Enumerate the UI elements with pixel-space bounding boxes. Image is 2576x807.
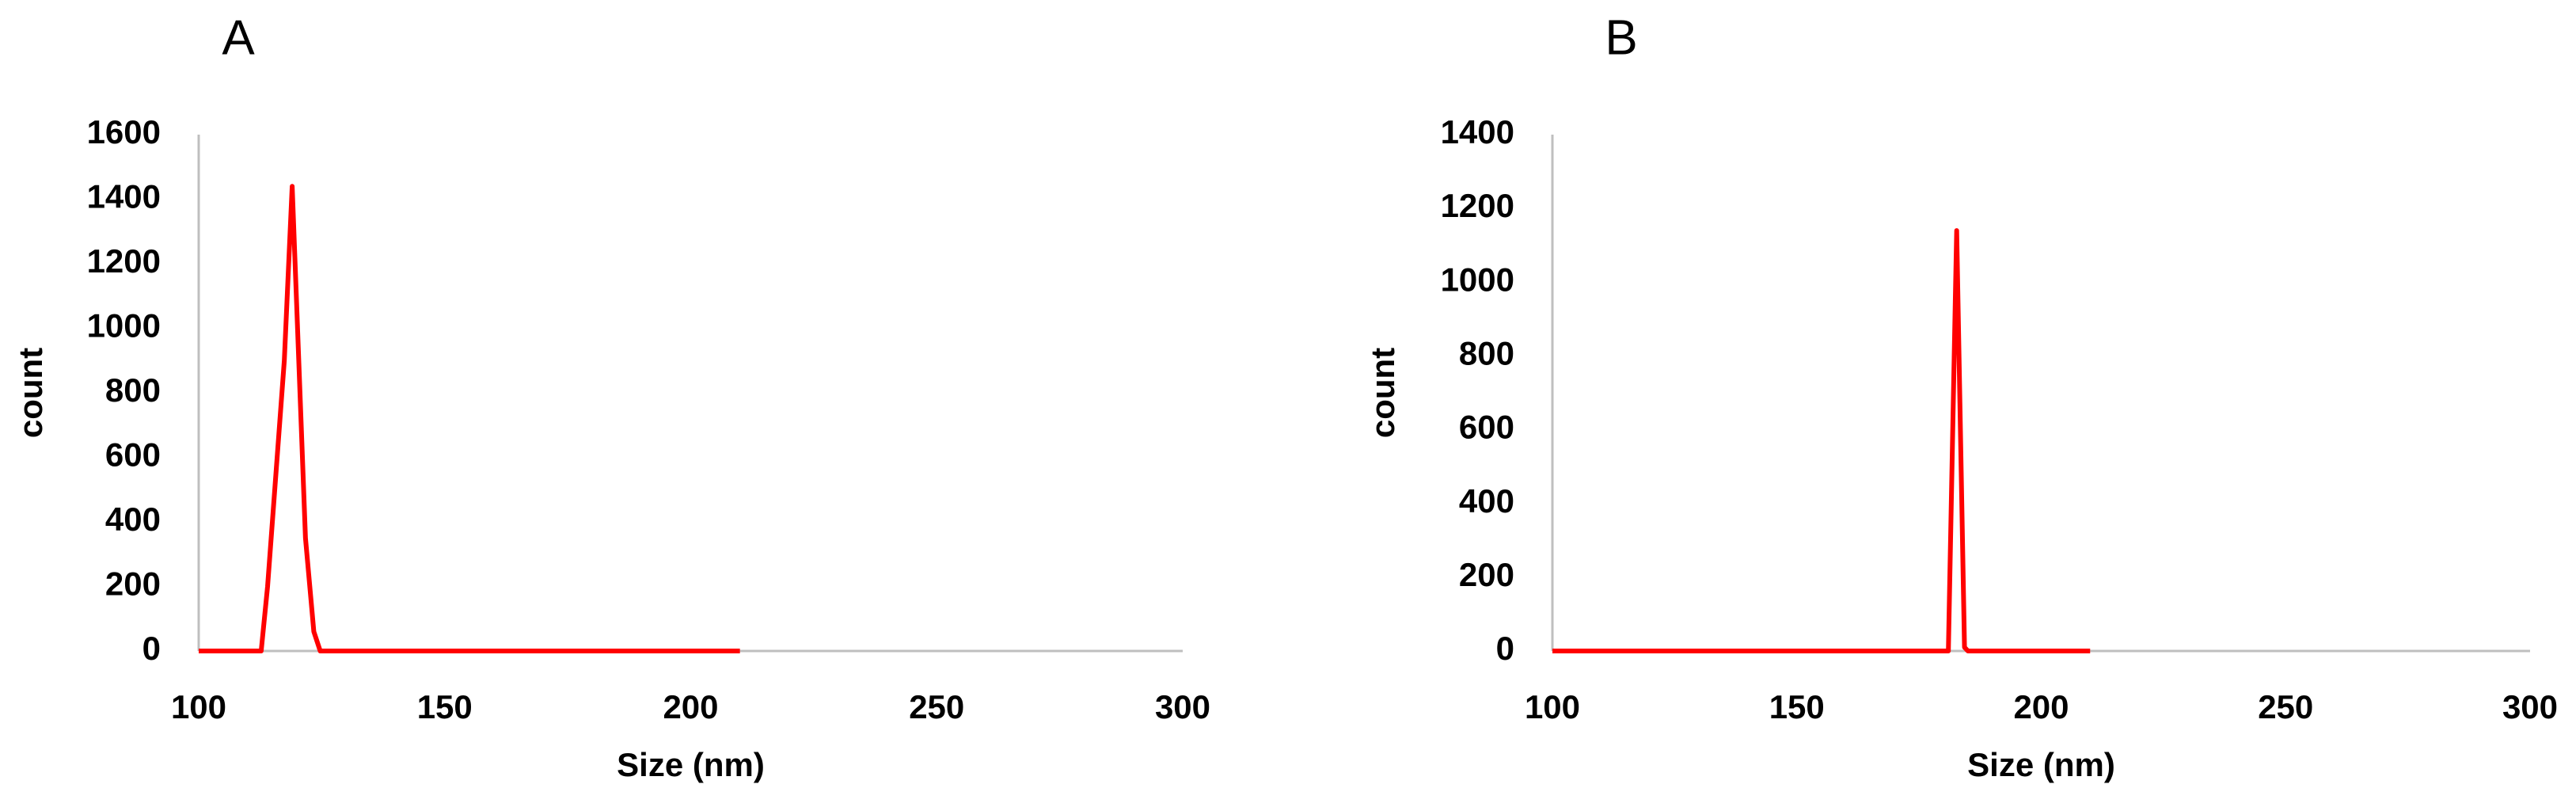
y-tick-label: 600	[1459, 409, 1514, 446]
y-tick-label: 1000	[87, 307, 161, 344]
x-tick-label: 200	[2013, 688, 2069, 725]
y-tick-label: 800	[105, 371, 161, 409]
y-axis-title: count	[1364, 348, 1401, 438]
y-tick-label: 400	[105, 501, 161, 538]
x-tick-label: 250	[2258, 688, 2313, 725]
y-tick-label: 200	[105, 565, 161, 603]
y-tick-label: 0	[1496, 630, 1514, 667]
y-tick-label: 800	[1459, 335, 1514, 372]
x-axis-title: Size (nm)	[1967, 746, 2115, 783]
y-tick-label: 1200	[87, 242, 161, 280]
x-axis-title: Size (nm)	[617, 746, 765, 783]
y-tick-label: 600	[105, 436, 161, 474]
x-tick-label: 300	[2502, 688, 2558, 725]
x-tick-label: 150	[1769, 688, 1825, 725]
y-tick-label: 1000	[1441, 261, 1514, 298]
y-tick-label: 200	[1459, 556, 1514, 593]
x-tick-label: 250	[909, 688, 964, 725]
x-tick-label: 300	[1155, 688, 1210, 725]
data-line	[1552, 228, 2091, 653]
y-tick-label: 1400	[1441, 113, 1514, 150]
x-tick-label: 150	[417, 688, 473, 725]
x-tick-label: 100	[1525, 688, 1580, 725]
panel-label: B	[1605, 10, 1637, 65]
y-axis-title: count	[12, 348, 49, 438]
panel-label: A	[222, 10, 255, 65]
y-tick-label: 1600	[87, 113, 161, 150]
x-tick-label: 100	[171, 688, 226, 725]
y-tick-label: 1400	[87, 178, 161, 215]
x-tick-label: 200	[663, 688, 718, 725]
y-tick-label: 400	[1459, 482, 1514, 520]
data-line	[199, 184, 740, 653]
y-tick-label: 1200	[1441, 187, 1514, 224]
y-tick-label: 0	[142, 630, 161, 667]
